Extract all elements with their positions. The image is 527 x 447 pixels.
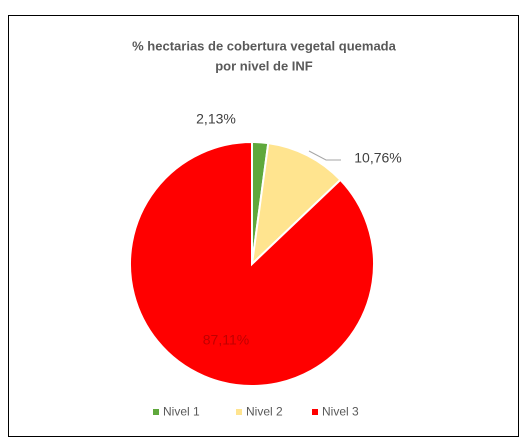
- legend-marker: [236, 409, 242, 415]
- pie-slice: [250, 141, 342, 267]
- chart-title: por nivel de INF: [215, 58, 313, 73]
- legend-marker: [153, 409, 159, 415]
- legend-label: Nivel 3: [322, 405, 359, 419]
- legend-marker: [312, 409, 318, 415]
- legend-label: Nivel 1: [163, 405, 200, 419]
- data-label: 87,11%: [203, 332, 249, 348]
- leader-line: [308, 150, 341, 161]
- data-label: 10,76%: [354, 150, 401, 166]
- chart-title: % hectarias de cobertura vegetal quemada: [132, 38, 396, 53]
- data-label: 2,13%: [196, 111, 236, 127]
- legend-label: Nivel 2: [246, 405, 283, 419]
- pie-slice: [129, 140, 375, 387]
